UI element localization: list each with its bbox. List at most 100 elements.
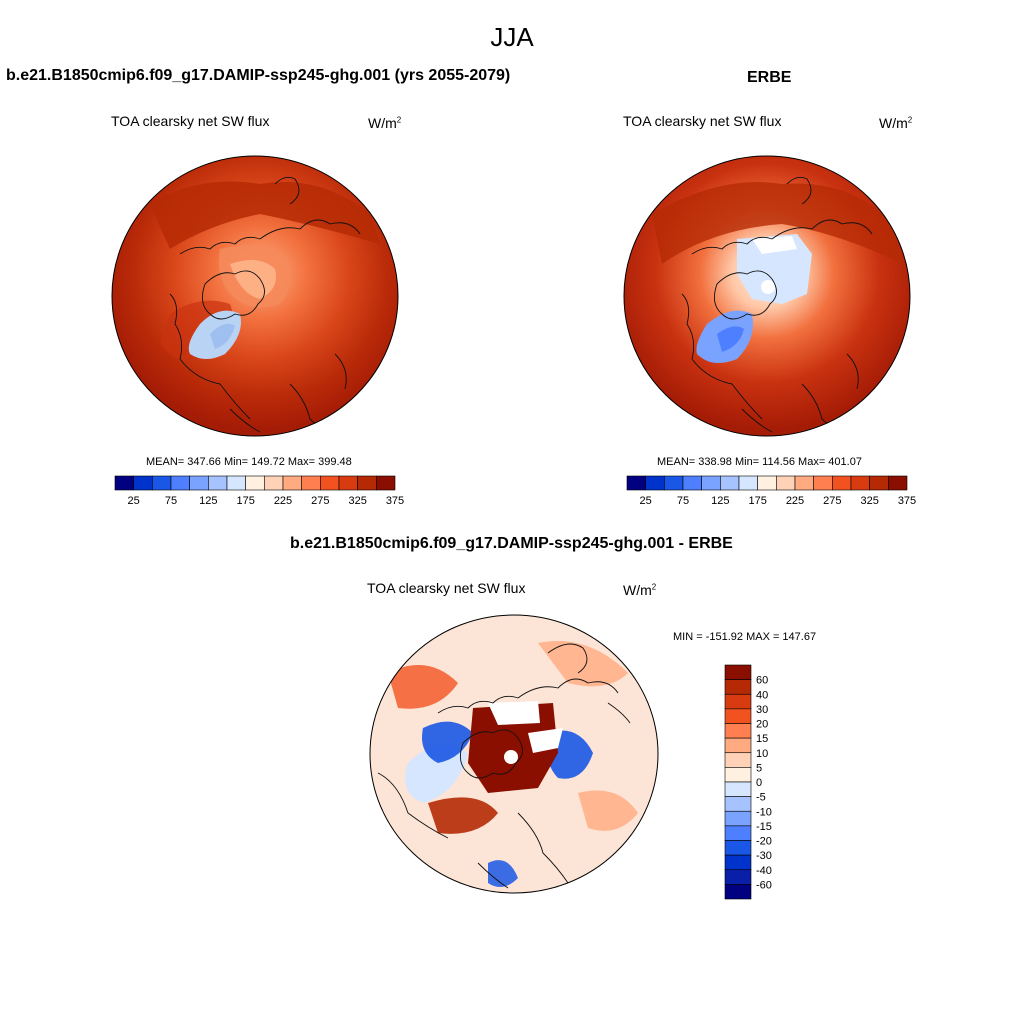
colorbar-swatch	[850, 475, 870, 491]
colorbar-swatch	[757, 475, 777, 491]
pole-hole	[761, 280, 775, 294]
map-boundary	[623, 155, 911, 437]
panel-diff-stats: MIN = -151.92 MAX = 147.67	[673, 631, 817, 643]
colorbar-swatch	[724, 854, 752, 871]
colorbar-swatch	[170, 475, 190, 491]
colorbar-swatch	[264, 475, 284, 491]
colorbar-swatch	[682, 475, 702, 491]
panel-model-variable: TOA clearsky net SW flux	[111, 113, 270, 129]
colorbar-swatch	[869, 475, 889, 491]
map-boundary	[111, 155, 399, 437]
colorbar-tick-label: 75	[165, 495, 177, 507]
diff-anomaly	[422, 721, 473, 763]
colorbar-tick-label: 175	[236, 495, 254, 507]
colorbar-tick-label: 275	[311, 495, 329, 507]
colorbar-swatch	[832, 475, 852, 491]
colorbar-swatch	[114, 475, 134, 491]
colorbar-swatch	[152, 475, 172, 491]
sea-ice-region	[737, 234, 812, 304]
colorbar-tick-label: -15	[756, 821, 772, 833]
colorbar-tick-label: 30	[756, 704, 768, 716]
colorbar-swatch	[724, 869, 752, 885]
diff-anomaly	[488, 860, 518, 887]
colorbar-swatch	[776, 475, 796, 491]
colorbar-tick-label: -10	[756, 806, 772, 818]
colorbar-swatch	[724, 767, 752, 783]
colorbar-swatch	[724, 693, 752, 710]
colorbar-swatch	[888, 475, 908, 491]
colorbar-swatch	[357, 475, 377, 491]
colorbar-swatch	[338, 475, 358, 491]
colorbar-swatch	[724, 781, 752, 797]
colorbar-tick-label: 325	[348, 495, 366, 507]
colorbar-tick-label: 25	[128, 495, 140, 507]
colorbar-swatch	[724, 737, 752, 754]
colorbar-swatch	[701, 475, 721, 491]
missing-data	[488, 701, 540, 725]
colorbar-swatch	[724, 884, 752, 900]
colorbar-swatch	[724, 723, 752, 739]
page-title: JJA	[490, 22, 534, 52]
polar-map-obs	[623, 155, 911, 437]
colorbar-swatch	[245, 475, 265, 491]
colorbar-swatch	[626, 475, 646, 491]
coastlines	[681, 176, 873, 435]
panel-model-title: b.e21.B1850cmip6.f09_g17.DAMIP-ssp245-gh…	[6, 67, 511, 84]
diff-anomaly	[428, 797, 498, 834]
colorbar-swatch	[738, 475, 758, 491]
colorbar-swatch	[813, 475, 833, 491]
colorbar-tick-label: -30	[756, 850, 772, 862]
colorbar-swatch	[724, 840, 752, 856]
diff-anomaly	[538, 641, 628, 687]
colorbar-tick-label: -20	[756, 836, 772, 848]
panel-model-stats: MEAN= 347.66 Min= 149.72 Max= 399.48	[146, 456, 352, 468]
colorbar-swatch	[724, 825, 752, 841]
pole-hole	[504, 750, 518, 764]
colorbar-tick-label: 325	[860, 495, 878, 507]
colorbar-swatch	[724, 679, 752, 695]
colorbar-swatch	[794, 475, 814, 491]
colorbar-obs: 25 75 125 175 225 275 325 375	[626, 475, 916, 507]
colorbar-difference: 60 40 30 20 15 10 5 0 -5 -10 -15 -20 -30 -40 -60	[724, 664, 772, 900]
sea-ice-region	[210, 323, 235, 349]
panel-obs-units: W/m2	[879, 115, 913, 131]
colorbar-swatch	[724, 752, 752, 768]
polar-map-difference	[369, 614, 659, 894]
panel-obs-variable: TOA clearsky net SW flux	[623, 113, 782, 129]
colorbar-tick-label: 0	[756, 777, 762, 789]
colorbar-swatch	[301, 475, 321, 491]
panel-diff-title: b.e21.B1850cmip6.f09_g17.DAMIP-ssp245-gh…	[290, 535, 733, 552]
colorbar-swatch	[282, 475, 302, 491]
colorbar-tick-label: 60	[756, 675, 768, 687]
colorbar-tick-label: 375	[898, 495, 916, 507]
colorbar-swatch	[208, 475, 228, 491]
colorbar-swatch	[189, 475, 209, 491]
colorbar-tick-label: 225	[274, 495, 292, 507]
colorbar-tick-label: 225	[786, 495, 804, 507]
colorbar-tick-label: 375	[386, 495, 404, 507]
colorbar-model: 25 75 125 175 225 275 325 375	[114, 475, 404, 507]
colorbar-tick-label: 275	[823, 495, 841, 507]
colorbar-swatch	[720, 475, 740, 491]
colorbar-tick-label: 25	[640, 495, 652, 507]
colorbar-tick-label: 5	[756, 762, 762, 774]
panel-diff-variable: TOA clearsky net SW flux	[367, 580, 526, 596]
colorbar-swatch	[133, 475, 153, 491]
colorbar-tick-label: 15	[756, 733, 768, 745]
colorbar-tick-label: 75	[677, 495, 689, 507]
diff-anomaly	[405, 745, 468, 803]
colorbar-tick-label: -5	[756, 792, 766, 804]
colorbar-tick-label: 10	[756, 748, 768, 760]
sea-ice-region	[717, 326, 744, 352]
coastlines	[169, 176, 361, 435]
colorbar-tick-label: 175	[748, 495, 766, 507]
colorbar-swatch	[724, 796, 752, 812]
panel-obs-title: ERBE	[747, 69, 792, 86]
missing-data	[528, 728, 563, 753]
panel-model-units: W/m2	[368, 115, 402, 131]
panel-obs-stats: MEAN= 338.98 Min= 114.56 Max= 401.07	[657, 456, 862, 468]
panel-diff-units: W/m2	[623, 582, 657, 598]
colorbar-tick-label: -60	[756, 879, 772, 891]
colorbar-tick-label: 125	[711, 495, 729, 507]
contour-band	[150, 181, 380, 249]
